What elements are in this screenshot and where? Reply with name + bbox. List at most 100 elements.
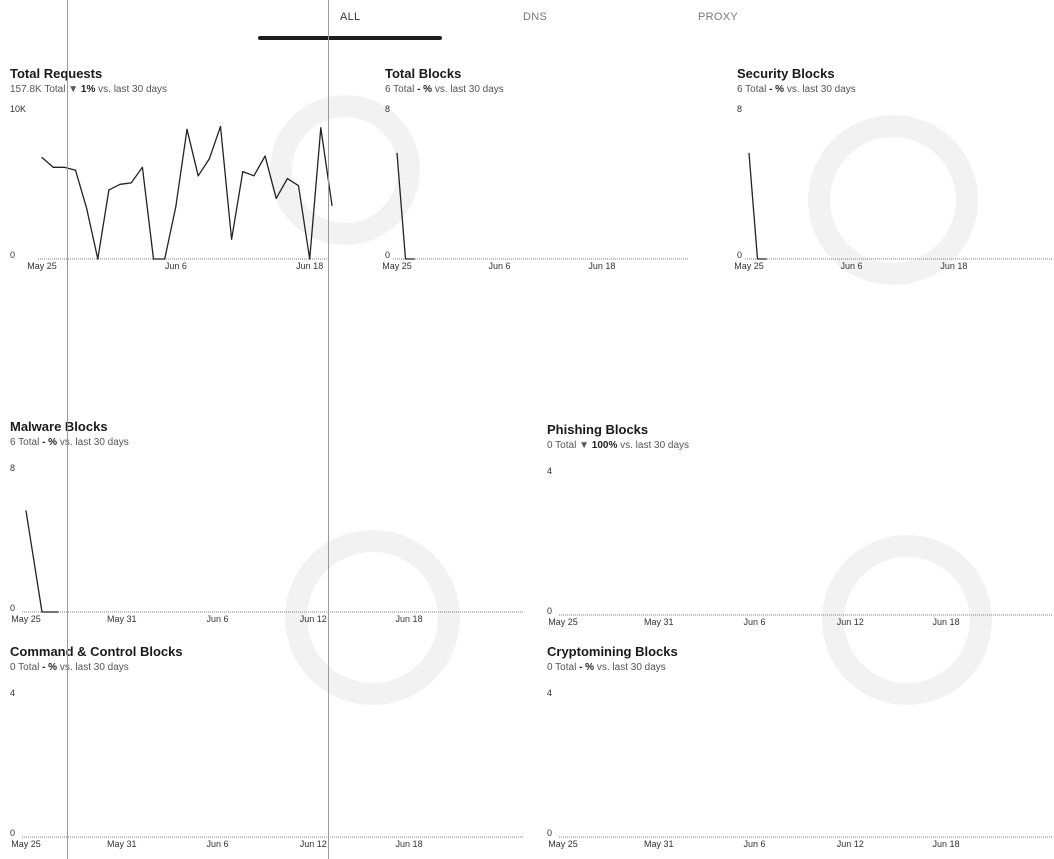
total-suffix: Total [18, 437, 40, 448]
x-tick-label: May 25 [27, 261, 57, 271]
total-count: 0 [547, 440, 553, 451]
x-tick-label: Jun 18 [588, 261, 615, 271]
active-tab-indicator [258, 36, 442, 40]
data-point [396, 152, 398, 154]
change-percent: - % [579, 662, 595, 673]
y-tick-label: 8 [737, 104, 742, 114]
data-point [286, 178, 288, 180]
data-point [197, 175, 199, 177]
total-suffix: Total [18, 662, 40, 673]
y-tick-label: 4 [10, 688, 15, 698]
divider-line [67, 0, 68, 859]
comparison-text: vs. last 30 days [596, 662, 666, 673]
y-tick-label: 0 [547, 606, 552, 616]
x-tick-label: Jun 18 [296, 261, 323, 271]
comparison-text: vs. last 30 days [59, 437, 129, 448]
x-tick-label: Jun 6 [207, 839, 229, 849]
data-point [219, 125, 222, 128]
x-tick-label: May 31 [107, 614, 137, 624]
data-point [404, 258, 407, 260]
y-tick-label: 0 [10, 250, 15, 260]
y-tick-label: 0 [10, 603, 15, 613]
total-count: 0 [10, 662, 16, 673]
data-point [413, 258, 415, 260]
card-subtitle: 6 Total - % vs. last 30 days [737, 84, 856, 95]
total-requests-chart: 10K 0 May 25 Jun 6 Jun 18 [10, 104, 333, 271]
comparison-text: vs. last 30 days [786, 84, 856, 95]
series-line [41, 125, 333, 260]
data-point [320, 127, 322, 129]
card-subtitle: 6 Total - % vs. last 30 days [10, 437, 129, 448]
data-point [164, 258, 166, 260]
divider-line [328, 0, 329, 859]
data-point [264, 155, 266, 157]
change-percent: 1% [80, 84, 96, 95]
tab-bar: ALL DNS PROXY [0, 0, 1054, 42]
tab-proxy[interactable]: PROXY [698, 11, 739, 23]
change-percent: - % [417, 84, 433, 95]
x-tick-label: May 31 [107, 839, 137, 849]
data-point [74, 169, 77, 171]
card-title: Malware Blocks [10, 419, 108, 434]
x-tick-label: Jun 6 [840, 261, 862, 271]
y-tick-label: 8 [385, 104, 390, 114]
total-suffix: Total [44, 84, 66, 95]
card-title: Phishing Blocks [547, 422, 649, 437]
tab-all[interactable]: ALL [340, 11, 361, 23]
y-tick-label: 4 [547, 466, 552, 476]
x-tick-label: Jun 18 [396, 839, 423, 849]
data-point [231, 238, 233, 240]
x-tick-label: Jun 12 [837, 839, 864, 849]
change-percent: - % [42, 662, 58, 673]
tab-dns[interactable]: DNS [523, 11, 548, 23]
change-percent: - % [42, 437, 58, 448]
x-tick-label: May 25 [734, 261, 764, 271]
y-tick-label: 0 [737, 250, 742, 260]
x-tick-label: Jun 12 [300, 614, 327, 624]
data-point [97, 258, 99, 260]
x-tick-label: May 25 [11, 839, 41, 849]
card-subtitle: 0 Total - % vs. last 30 days [547, 662, 666, 673]
data-point [175, 206, 177, 208]
data-point [275, 197, 277, 199]
x-tick-label: Jun 18 [933, 839, 960, 849]
card-title: Total Requests [10, 66, 103, 81]
data-point [756, 258, 759, 260]
comparison-text: vs. last 30 days [620, 440, 690, 451]
x-tick-label: May 25 [548, 839, 578, 849]
comparison-text: vs. last 30 days [59, 662, 129, 673]
data-point [765, 258, 767, 260]
data-point [331, 204, 333, 206]
series-line [748, 153, 767, 260]
x-tick-label: Jun 18 [940, 261, 967, 271]
y-tick-label: 10K [10, 104, 26, 114]
series-line [396, 153, 415, 260]
change-percent: - % [769, 84, 785, 95]
x-tick-label: Jun 6 [207, 614, 229, 624]
x-tick-label: Jun 12 [300, 839, 327, 849]
y-tick-label: 0 [547, 828, 552, 838]
x-tick-label: Jun 12 [837, 617, 864, 627]
trend-down-icon: ▼ [579, 440, 589, 451]
card-subtitle: 0 Total - % vs. last 30 days [10, 662, 129, 673]
x-tick-label: Jun 18 [396, 614, 423, 624]
data-point [119, 183, 121, 185]
data-point [108, 189, 110, 191]
x-tick-label: May 25 [11, 614, 41, 624]
data-point [748, 152, 750, 154]
total-count: 6 [385, 84, 391, 95]
phishing-blocks-card: Phishing Blocks 0 Total ▼ 100% vs. last … [547, 422, 1054, 634]
x-tick-label: Jun 6 [744, 839, 766, 849]
x-tick-label: Jun 6 [165, 261, 187, 271]
total-count: 6 [737, 84, 743, 95]
x-tick-label: Jun 6 [744, 617, 766, 627]
data-point [152, 258, 155, 260]
total-blocks-card: Total Blocks 6 Total - % vs. last 30 day… [382, 66, 690, 271]
x-tick-label: Jun 18 [933, 617, 960, 627]
total-suffix: Total [393, 84, 415, 95]
comparison-text: vs. last 30 days [98, 84, 168, 95]
data-point [57, 611, 59, 613]
